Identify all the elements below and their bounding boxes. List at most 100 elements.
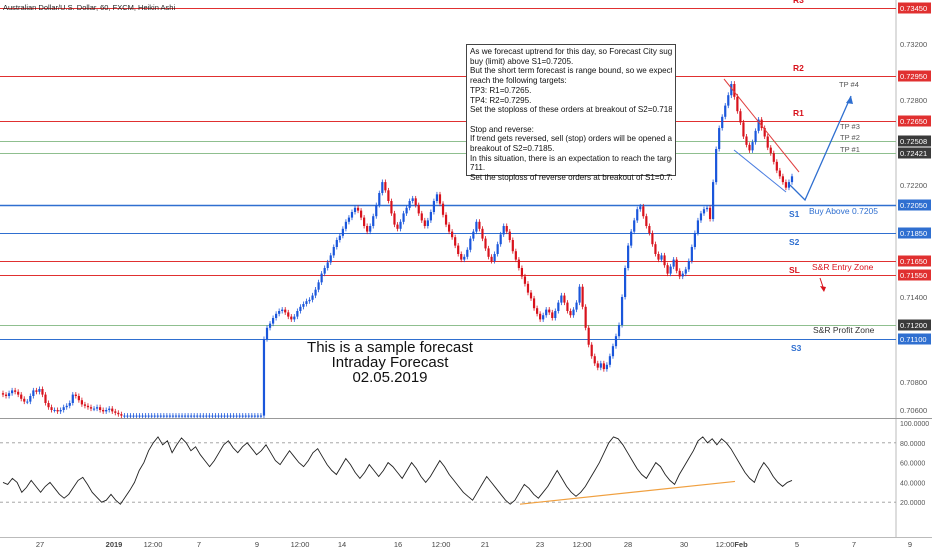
candle-body [687, 261, 690, 270]
candle-body [53, 410, 56, 411]
price-tag [898, 319, 931, 331]
candle-body [772, 153, 775, 162]
price-tag-label: 0.72508 [900, 137, 927, 146]
candle-body [165, 415, 168, 417]
level-label: S2 [789, 237, 800, 247]
osc-tick-label: 20.0000 [900, 500, 925, 507]
candle-body [220, 415, 223, 417]
candle-body [74, 394, 77, 396]
osc-tick-label: 100.0000 [900, 421, 929, 428]
forecast-caption: This is a sample forecast Intraday Forec… [290, 340, 490, 385]
candle-body [229, 415, 232, 417]
candle-body [532, 298, 536, 309]
sell-arrowhead [820, 286, 826, 292]
candle-body [332, 247, 335, 256]
candle-body [393, 213, 396, 225]
candle-body [372, 216, 375, 226]
candle-body [193, 415, 196, 417]
candle-body [156, 415, 159, 417]
candle-body [247, 415, 250, 417]
candle-body [214, 415, 217, 417]
candle-body [712, 182, 715, 219]
candle-body [29, 396, 32, 402]
candle-body [144, 415, 147, 417]
candle-body [326, 262, 329, 268]
candle-body [569, 311, 572, 316]
candle-body [108, 408, 111, 410]
candle-body [469, 238, 472, 250]
candle-body [429, 212, 432, 221]
candle-body [520, 268, 524, 277]
candle-body [347, 217, 351, 222]
level-label: R1 [793, 108, 804, 118]
candle-body [396, 224, 399, 229]
price-tag-label: 0.71100 [900, 335, 927, 344]
osc-tick-label: 40.0000 [900, 480, 925, 487]
candle-body [778, 170, 781, 177]
price-tag-label: 0.71550 [900, 271, 927, 280]
candle-body [563, 295, 566, 303]
candle-body [177, 415, 181, 417]
candle-body [17, 391, 20, 395]
price-tag-label: 0.71650 [900, 257, 927, 266]
candle-body [423, 220, 426, 226]
candle-body [44, 394, 47, 403]
candle-body [766, 136, 769, 148]
candle-body [302, 304, 305, 307]
candle-body [366, 226, 369, 232]
candle-body [724, 105, 727, 117]
candle-body [502, 226, 505, 235]
candle-body [141, 415, 144, 417]
price-tag [898, 147, 931, 159]
candle-body [730, 84, 733, 96]
level-label: S3 [791, 343, 802, 353]
candle-body [463, 256, 466, 260]
x-tick-label: 9 [255, 540, 259, 549]
price-tag-label: 0.71850 [900, 229, 927, 238]
candle-body [633, 220, 636, 232]
candle-body [599, 363, 602, 368]
candle-body [223, 415, 226, 417]
candle-body [451, 231, 454, 238]
candle-body [168, 415, 172, 417]
note-line: breakout of S2=0.7185. [470, 144, 555, 154]
caption-line-1: This is a sample forecast [307, 339, 473, 356]
candle-body [314, 289, 317, 296]
candle-body [311, 295, 314, 300]
candle-body [14, 390, 17, 392]
x-tick-label: 2019 [106, 540, 123, 549]
x-tick-label: 27 [36, 540, 44, 549]
candle-body [378, 193, 381, 205]
forecast-note-box: As we forecast uptrend for this day, so … [466, 44, 676, 182]
candle-body [666, 265, 669, 274]
candle-body [472, 231, 475, 239]
candle-body [359, 210, 363, 218]
price-tag [898, 333, 931, 345]
candle-body [89, 407, 93, 409]
candle-body [20, 394, 23, 399]
candle-body [426, 220, 429, 226]
candle-body [4, 394, 8, 396]
level-label: R2 [793, 63, 804, 73]
candle-body [657, 254, 660, 260]
y-tick-label: 0.70600 [900, 406, 927, 415]
candle-body [760, 119, 763, 129]
x-tick-label: 12:00 [432, 540, 451, 549]
candle-body [651, 233, 654, 245]
candle-body [259, 415, 263, 417]
level-label: R3 [793, 0, 804, 5]
candle-body [484, 238, 487, 249]
candle-body [751, 142, 754, 151]
candle-body [790, 176, 794, 183]
candle-body [35, 390, 38, 392]
candle-body [438, 194, 442, 204]
candle-body [490, 256, 493, 261]
candle-body [299, 306, 302, 311]
candle-body [481, 228, 484, 239]
candle-body [669, 266, 672, 274]
candle-body [596, 363, 599, 368]
level-label: SL [789, 265, 800, 275]
price-tag [898, 135, 931, 147]
candle-body [208, 415, 211, 417]
